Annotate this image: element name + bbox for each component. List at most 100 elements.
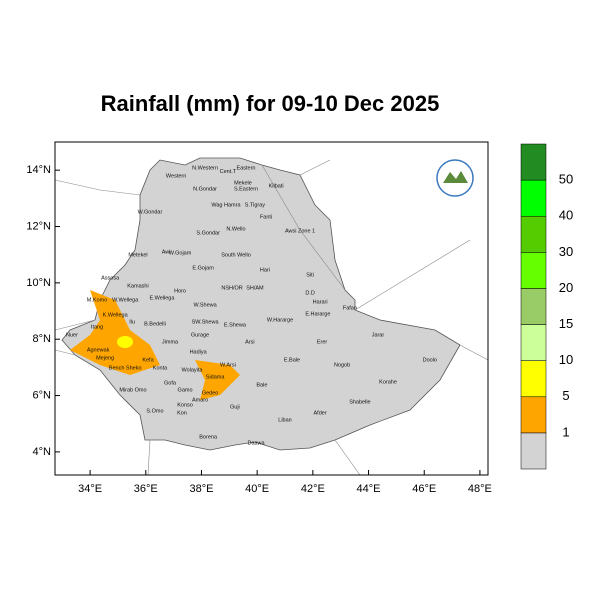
region-label: Nogob <box>334 363 350 369</box>
region-label: Kilbati <box>269 184 284 190</box>
region-label: Assosa <box>101 276 120 282</box>
region-label: South Wello <box>221 252 251 258</box>
region-label: Agnewak <box>87 347 110 353</box>
region-label: Wolayita <box>182 367 204 373</box>
region-label: Doolo <box>423 358 437 364</box>
region-label: Mirab Omo <box>119 387 146 393</box>
region-label: Kefa <box>142 358 154 364</box>
region-label: Siti <box>306 272 314 278</box>
map-title: Rainfall (mm) for 09-10 Dec 2025 <box>101 91 440 116</box>
colorbar-box <box>520 324 547 361</box>
region-label: S.Eastern <box>234 187 258 193</box>
region-label: M.Komo <box>87 298 107 304</box>
region-label: Ilu <box>129 319 135 325</box>
region-label: Guji <box>230 404 240 410</box>
region-label: Hadiya <box>190 349 208 355</box>
region-label: Kamashi <box>127 283 148 289</box>
region-label: Erer <box>317 339 328 345</box>
region-label: Konso <box>177 402 193 408</box>
region-label: W.Shewa <box>193 303 217 309</box>
region-label: E.Shewa <box>224 323 247 329</box>
colorbar-box <box>520 288 547 325</box>
region-label: Mejeng <box>96 356 114 362</box>
colorbar-box <box>520 215 547 253</box>
colorbar-label: 5 <box>562 388 569 403</box>
x-tick-label: 42°E <box>301 483 325 495</box>
y-tick-label: 8°N <box>33 333 52 345</box>
region-label: Sidama <box>206 374 226 380</box>
region-label: SH/AM <box>246 285 264 291</box>
region-label: Gamo <box>178 387 193 393</box>
region-label: S.Gondar <box>196 230 220 236</box>
region-label: Eastern <box>237 166 256 172</box>
x-tick-label: 38°E <box>189 483 213 495</box>
region-label: S.Tigray <box>245 203 266 209</box>
x-tick-label: 40°E <box>245 483 269 495</box>
region-label: W.Hararge <box>267 318 293 324</box>
region-label: Kon <box>177 410 187 416</box>
region-label: Fanti <box>260 215 272 221</box>
region-label: Nuer <box>66 332 78 338</box>
region-label: B.Bedelli <box>144 321 166 327</box>
x-tick-label: 48°E <box>468 483 492 495</box>
region-label: Liban <box>278 418 291 424</box>
region-label: W.Gojam <box>169 250 192 256</box>
region-label: K.Wellega <box>103 312 129 318</box>
region-label: Bench Sheko <box>109 365 142 371</box>
colorbar-box <box>520 432 547 470</box>
region-label: SW.Shewa <box>192 319 220 325</box>
region-label: W.Gondar <box>138 210 163 216</box>
region-label: E.Bale <box>284 358 300 364</box>
region-label: S.Omo <box>146 409 163 415</box>
region-label: Fafan <box>343 306 357 312</box>
region-label: Horo <box>174 288 186 294</box>
region-label: Korahe <box>379 379 397 385</box>
region-label: Afder <box>314 410 327 416</box>
logo-icon <box>443 171 468 183</box>
map-frame <box>54 141 489 476</box>
y-tick-label: 12°N <box>26 220 51 232</box>
region-label: Itang <box>91 325 103 331</box>
region-label: Hari <box>260 268 270 274</box>
region-label: Gofa <box>164 380 177 386</box>
y-tick-label: 4°N <box>33 446 52 458</box>
y-tick-label: 6°N <box>33 389 52 401</box>
region-label: E.Hararge <box>305 312 330 318</box>
rain-area <box>70 290 160 375</box>
colorbar-label: 1 <box>562 424 569 439</box>
x-tick-label: 36°E <box>134 483 158 495</box>
region-label: Western <box>166 174 186 180</box>
y-tick-label: 10°N <box>26 277 51 289</box>
x-tick-label: 34°E <box>78 483 102 495</box>
region-label: Awi <box>162 250 171 256</box>
region-label: Arsi <box>245 339 254 345</box>
region-label: Konta <box>153 365 168 371</box>
region-label: N.Western <box>192 166 218 172</box>
region-label: Awsi Zone 1 <box>285 228 315 234</box>
region-label: Wag Hamra <box>211 203 241 209</box>
colorbar-label: 50 <box>559 172 573 187</box>
colorbar-box <box>520 179 547 217</box>
region-label: N.Wello <box>226 227 245 233</box>
x-tick-label: 44°E <box>357 483 381 495</box>
region-label: Jimma <box>162 339 179 345</box>
region-label: E.Gojam <box>192 266 214 272</box>
rain-area <box>195 360 240 400</box>
colorbar-label: 30 <box>559 244 573 259</box>
colorbar-box <box>520 396 547 434</box>
region-label: D.D <box>305 290 315 296</box>
region-label: NSH/OR <box>221 285 242 291</box>
colorbar-box <box>520 143 547 181</box>
region-label: Harari <box>313 299 328 305</box>
colorbar-box <box>520 252 547 289</box>
colorbar-box <box>520 360 547 398</box>
region-label: W.Wellega <box>112 298 139 304</box>
region-label: Borena <box>199 434 218 440</box>
region-label: Gedeo <box>202 390 219 396</box>
region-label: Gurage <box>191 332 209 338</box>
region-label: Daawa <box>247 440 265 446</box>
region-label: Mekele <box>234 181 252 187</box>
region-label: Cent.T <box>220 169 237 175</box>
